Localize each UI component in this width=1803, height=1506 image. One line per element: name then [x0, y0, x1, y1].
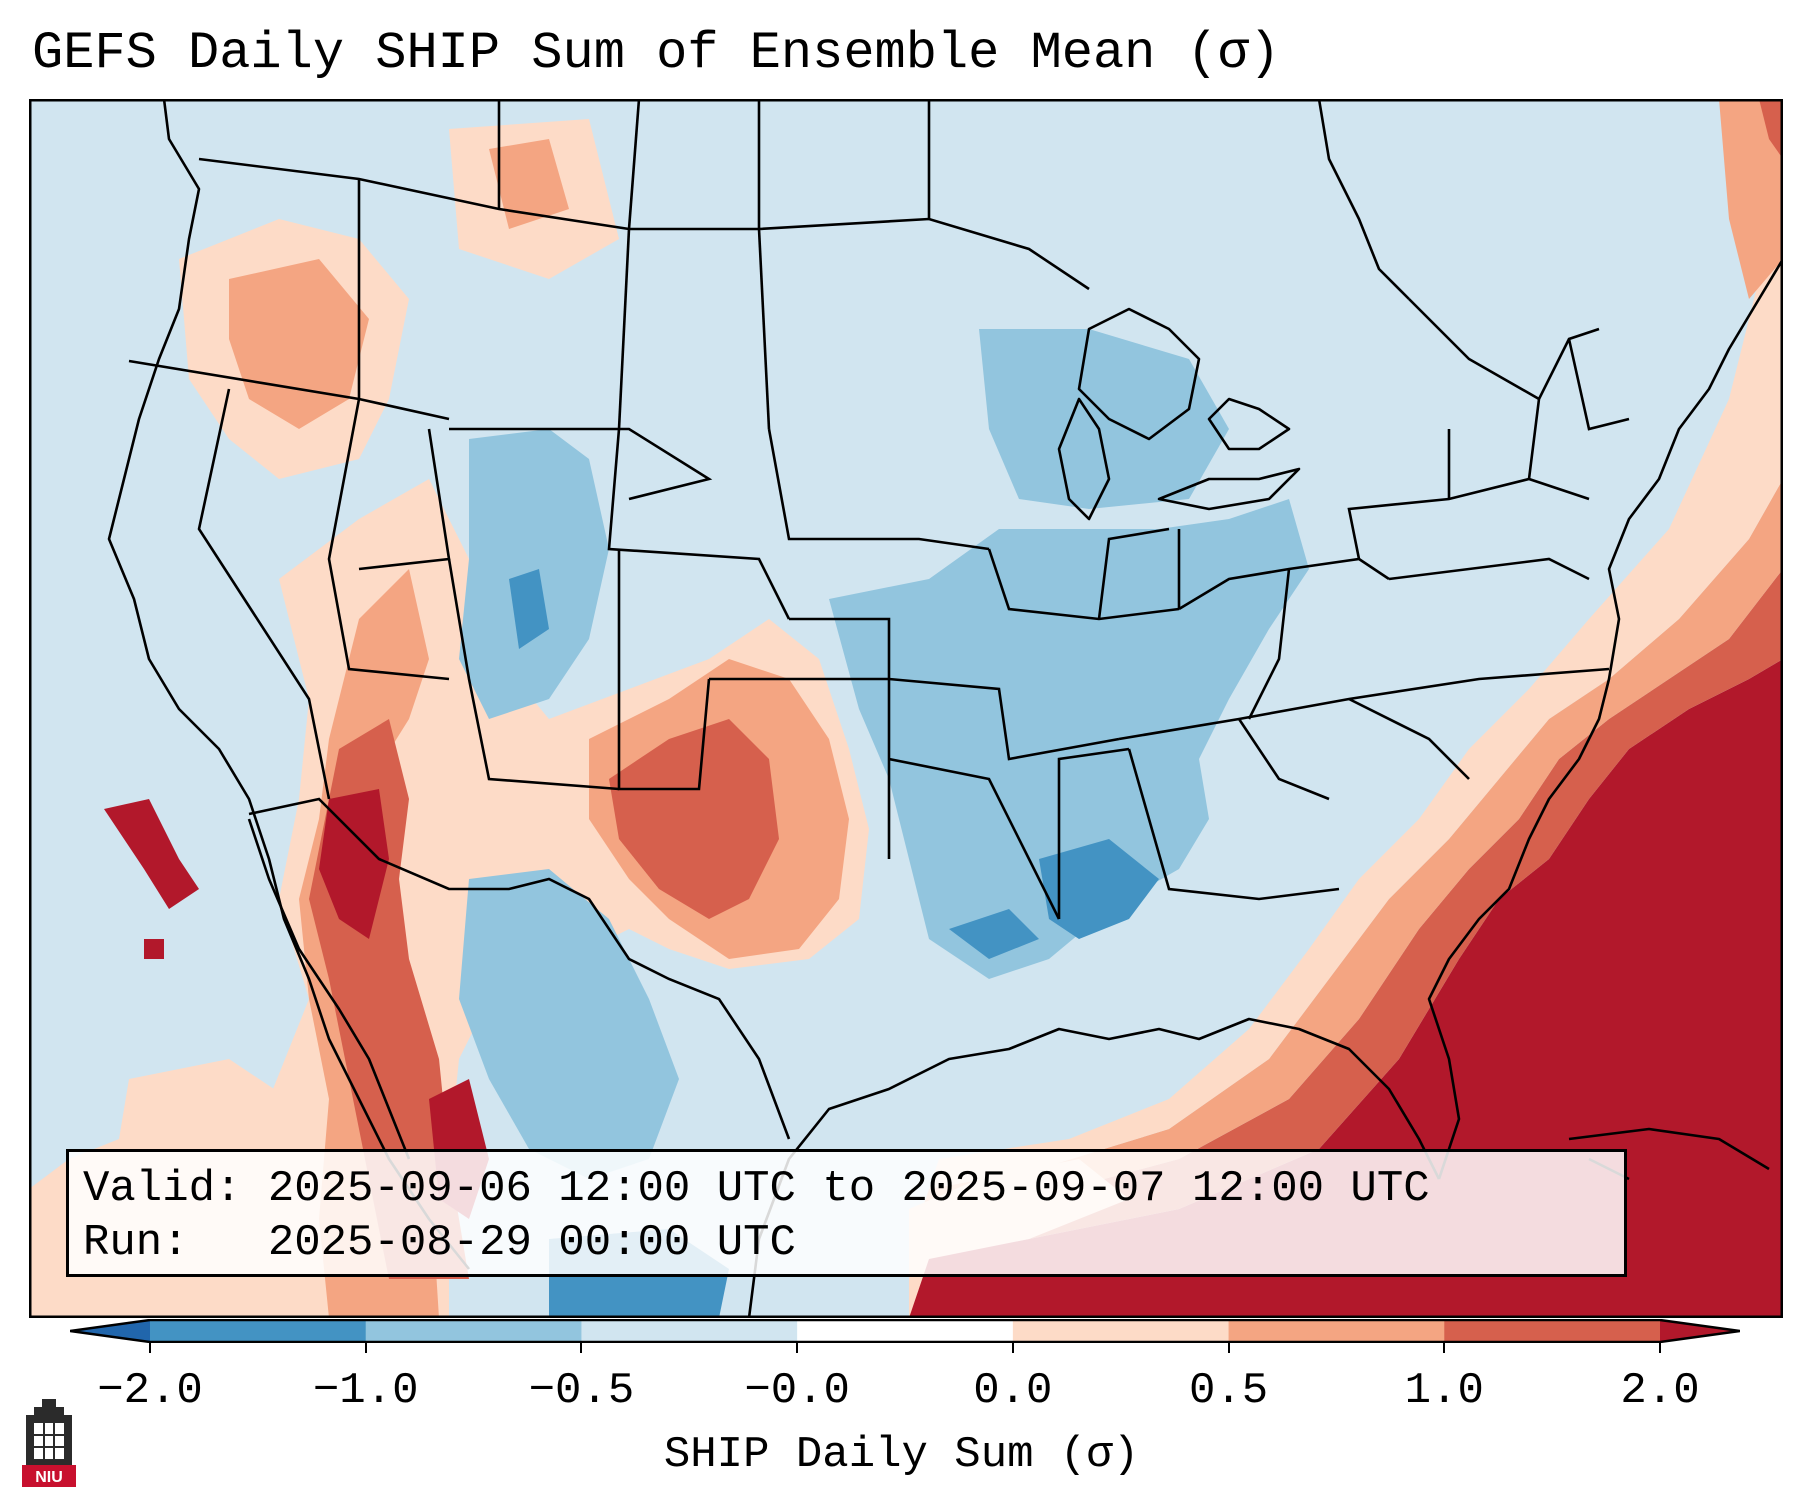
valid-label: Valid:	[83, 1164, 242, 1214]
colorbar-segment	[581, 1320, 798, 1342]
anomaly-region-great-lakes-negative	[979, 329, 1229, 509]
colorbar-tick-label: 0.0	[973, 1366, 1053, 1416]
anomaly-region-southwest-fringe	[29, 479, 869, 1318]
colorbar-tick-mark	[149, 1343, 151, 1353]
coastlines	[107, 99, 1783, 1318]
anomaly-region-atlantic	[909, 399, 1783, 1318]
colorbar-tick-label: −0.5	[528, 1366, 635, 1416]
run-value: 2025-08-29 00:00 UTC	[267, 1218, 796, 1268]
anomaly-region-pacific-nw-core	[229, 259, 369, 429]
colorbar-tick-label: 1.0	[1404, 1366, 1484, 1416]
anomaly-region-gulf-coast-negative	[1039, 839, 1159, 939]
colorbar-tick-mark	[1659, 1343, 1661, 1353]
colorbar-segment	[365, 1320, 582, 1342]
anomaly-region-ne-core	[1759, 99, 1783, 159]
colorbar-tick-mark	[1011, 1343, 1014, 1353]
anomaly-region-canada-west-core	[489, 139, 569, 229]
state-borders	[128, 99, 1630, 1140]
colorbar-segment	[1012, 1320, 1230, 1342]
niu-logo: NIU	[22, 1399, 76, 1487]
colorbar-segment	[1444, 1320, 1661, 1342]
anomaly-region-la-negative	[949, 909, 1039, 959]
colorbar-tick-label: 2.0	[1620, 1366, 1700, 1416]
colorbar-segment	[1228, 1320, 1445, 1342]
logo-text: NIU	[35, 1469, 63, 1486]
colorbar-tick-mark	[796, 1343, 799, 1353]
valid-run-info-box: Valid: 2025-09-06 12:00 UTC to 2025-09-0…	[66, 1149, 1627, 1277]
map-panel	[29, 99, 1783, 1318]
colorbar-tick-mark	[1443, 1343, 1446, 1353]
valid-value: 2025-09-06 12:00 UTC to 2025-09-07 12:00…	[267, 1164, 1430, 1214]
colorbar-tick-mark	[580, 1343, 583, 1353]
run-label: Run:	[83, 1218, 189, 1268]
anomaly-region-pacific-south	[119, 1059, 289, 1139]
anomaly-region-pacific-offshore	[104, 799, 199, 909]
colorbar-tick-mark	[364, 1343, 367, 1353]
anomaly-region-southwest-peak	[319, 789, 389, 939]
anomaly-region-rockies-peak	[509, 569, 549, 649]
anomaly-region-pacific-dot	[144, 939, 164, 959]
colorbar-outline	[70, 1319, 1740, 1343]
colorbar	[70, 1319, 1740, 1343]
colorbar-tick-mark	[1227, 1343, 1230, 1353]
colorbar-extend-low	[70, 1320, 150, 1342]
colorbar-label: SHIP Daily Sum (σ)	[663, 1430, 1140, 1480]
colorbar-segment	[150, 1320, 367, 1342]
colorbar-extend-high	[1660, 1320, 1740, 1342]
anomaly-region-ne-coast	[1719, 99, 1783, 299]
colorbar-tick-label: 0.5	[1188, 1366, 1269, 1416]
anomaly-region-southern-plains-core	[609, 719, 779, 919]
colorbar-tick-label: −1.0	[312, 1366, 419, 1416]
anomaly-region-mexico-negative	[459, 869, 679, 1179]
colorbar-tick-label: −2.0	[97, 1366, 203, 1416]
chart-title: GEFS Daily SHIP Sum of Ensemble Mean (σ)	[32, 24, 1281, 83]
map-frame	[29, 99, 1783, 1318]
colorbar-segment	[797, 1320, 1014, 1342]
colorbar-tick-label: −0.0	[744, 1366, 850, 1416]
anomaly-region-central-negative	[829, 499, 1309, 979]
